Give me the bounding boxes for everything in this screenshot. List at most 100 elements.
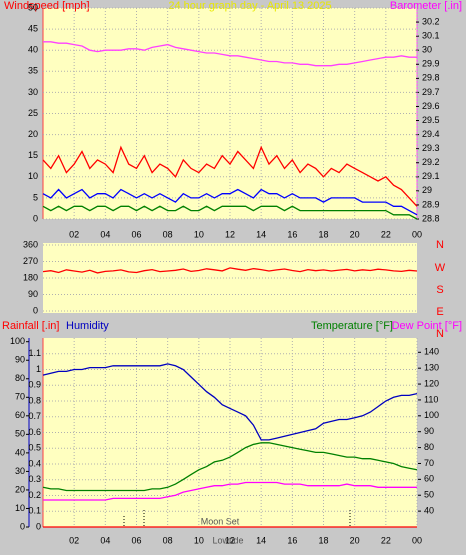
y-tick-label: 29.7 xyxy=(422,87,440,97)
y-tick-label: 0.6 xyxy=(28,427,41,437)
x-tick-label: 06 xyxy=(131,229,141,239)
y-tick-label: 360 xyxy=(23,239,38,249)
axis-title: Humidity xyxy=(66,320,109,332)
y-tick-label: 29.8 xyxy=(422,73,440,83)
y-tick-label: 120 xyxy=(424,378,439,388)
x-tick-label: 08 xyxy=(163,229,173,239)
x-tick-label: 20 xyxy=(350,535,360,545)
direction-label: E xyxy=(436,306,443,318)
y-tick-label: 140 xyxy=(424,347,439,357)
y-tick-label: 29.4 xyxy=(422,129,440,139)
x-tick-label: 04 xyxy=(100,535,110,545)
y-tick-label: 29.3 xyxy=(422,143,440,153)
y-tick-label: 0.2 xyxy=(28,490,41,500)
x-tick-label: 02 xyxy=(69,229,79,239)
y-tick-label: 29.5 xyxy=(422,115,440,125)
y-tick-label: 70 xyxy=(424,458,434,468)
y-tick-label: 110 xyxy=(424,394,438,404)
x-tick-label: 20 xyxy=(350,229,360,239)
x-tick-label: 22 xyxy=(381,535,391,545)
y-tick-label: 100 xyxy=(424,410,439,420)
x-tick-label: 16 xyxy=(287,535,297,545)
x-tick-label: 10 xyxy=(194,535,204,545)
y-tick-label: 0 xyxy=(33,305,38,315)
axis-title: Dew Point [°F] xyxy=(392,320,462,332)
y-tick-label: 0.9 xyxy=(28,380,41,390)
y-tick-label: 15 xyxy=(28,150,38,160)
series-line xyxy=(42,363,418,441)
x-tick-label: 16 xyxy=(287,229,297,239)
y-tick-label: 20 xyxy=(15,484,25,494)
y-tick-label: 30 xyxy=(28,87,38,97)
y-tick-label: 80 xyxy=(424,442,434,452)
x-tick-label: 18 xyxy=(318,229,328,239)
y-tick-label: 5 xyxy=(33,192,38,202)
direction-label: N xyxy=(436,239,444,251)
y-tick-label: 30.2 xyxy=(422,16,440,26)
y-tick-label: 30.1 xyxy=(422,31,440,41)
y-tick-label: 50 xyxy=(15,429,25,439)
y-tick-label: 29.6 xyxy=(422,101,440,111)
y-tick-label: 0.1 xyxy=(28,506,41,516)
y-tick-label: 100 xyxy=(10,336,25,346)
y-tick-label: 40 xyxy=(28,45,38,55)
direction-label: N xyxy=(436,328,444,340)
y-tick-label: 90 xyxy=(424,426,434,436)
x-tick-label: 00 xyxy=(412,535,422,545)
y-tick-label: 270 xyxy=(23,256,38,266)
x-tick-label: 14 xyxy=(256,229,266,239)
y-tick-label: 180 xyxy=(23,272,38,282)
y-tick-label: 50 xyxy=(28,2,38,12)
series-line xyxy=(43,41,417,67)
series-line xyxy=(42,188,418,216)
axis-title: Temperature [°F] xyxy=(311,320,393,332)
y-tick-label: 70 xyxy=(15,392,25,402)
series-line xyxy=(42,267,418,274)
y-tick-label: 0 xyxy=(33,213,38,223)
y-tick-label: 30 xyxy=(422,45,432,55)
y-tick-label: 45 xyxy=(28,23,38,33)
y-tick-label: 29.9 xyxy=(422,59,440,69)
y-tick-label: 90 xyxy=(15,355,25,365)
x-tick-label: 00 xyxy=(412,229,422,239)
x-tick-label: 04 xyxy=(100,229,110,239)
x-tick-label: 12 xyxy=(225,229,235,239)
series-line xyxy=(42,442,418,492)
direction-label: W xyxy=(435,262,446,274)
x-tick-label: 14 xyxy=(256,535,266,545)
series-line xyxy=(42,145,418,207)
x-tick-label: 12 xyxy=(225,535,235,545)
annotation: Lowtide xyxy=(212,535,243,545)
y-tick-label: 40 xyxy=(15,447,25,457)
y-tick-label: 50 xyxy=(424,490,434,500)
y-tick-label: 1 xyxy=(36,364,41,374)
y-tick-label: 90 xyxy=(28,289,38,299)
x-tick-label: 18 xyxy=(318,535,328,545)
y-tick-label: 0.8 xyxy=(28,395,41,405)
y-tick-label: 60 xyxy=(15,410,25,420)
annotation: Moon Set xyxy=(201,516,240,526)
x-tick-label: 06 xyxy=(131,535,141,545)
y-tick-label: 60 xyxy=(424,474,434,484)
y-tick-label: 0 xyxy=(20,521,25,531)
y-tick-label: 40 xyxy=(424,505,434,515)
axis-title: Barometer [.in] xyxy=(390,0,462,12)
y-tick-label: 29 xyxy=(422,185,432,195)
y-tick-label: 35 xyxy=(28,66,38,76)
y-tick-label: 25 xyxy=(28,108,38,118)
axis-title: Rainfall [.in] xyxy=(2,320,59,332)
y-tick-label: 0.4 xyxy=(28,458,41,468)
direction-label: S xyxy=(436,284,443,296)
y-tick-label: 20 xyxy=(28,129,38,139)
series-line xyxy=(42,205,418,220)
series-line xyxy=(43,481,417,501)
y-tick-label: 1.1 xyxy=(28,348,41,358)
y-tick-label: 0.7 xyxy=(28,411,41,421)
y-tick-label: 28.8 xyxy=(422,213,440,223)
x-tick-label: 02 xyxy=(69,535,79,545)
y-tick-label: 0.5 xyxy=(28,443,41,453)
y-tick-label: 10 xyxy=(15,503,25,513)
x-tick-label: 10 xyxy=(194,229,204,239)
y-tick-label: 29.1 xyxy=(422,171,440,181)
